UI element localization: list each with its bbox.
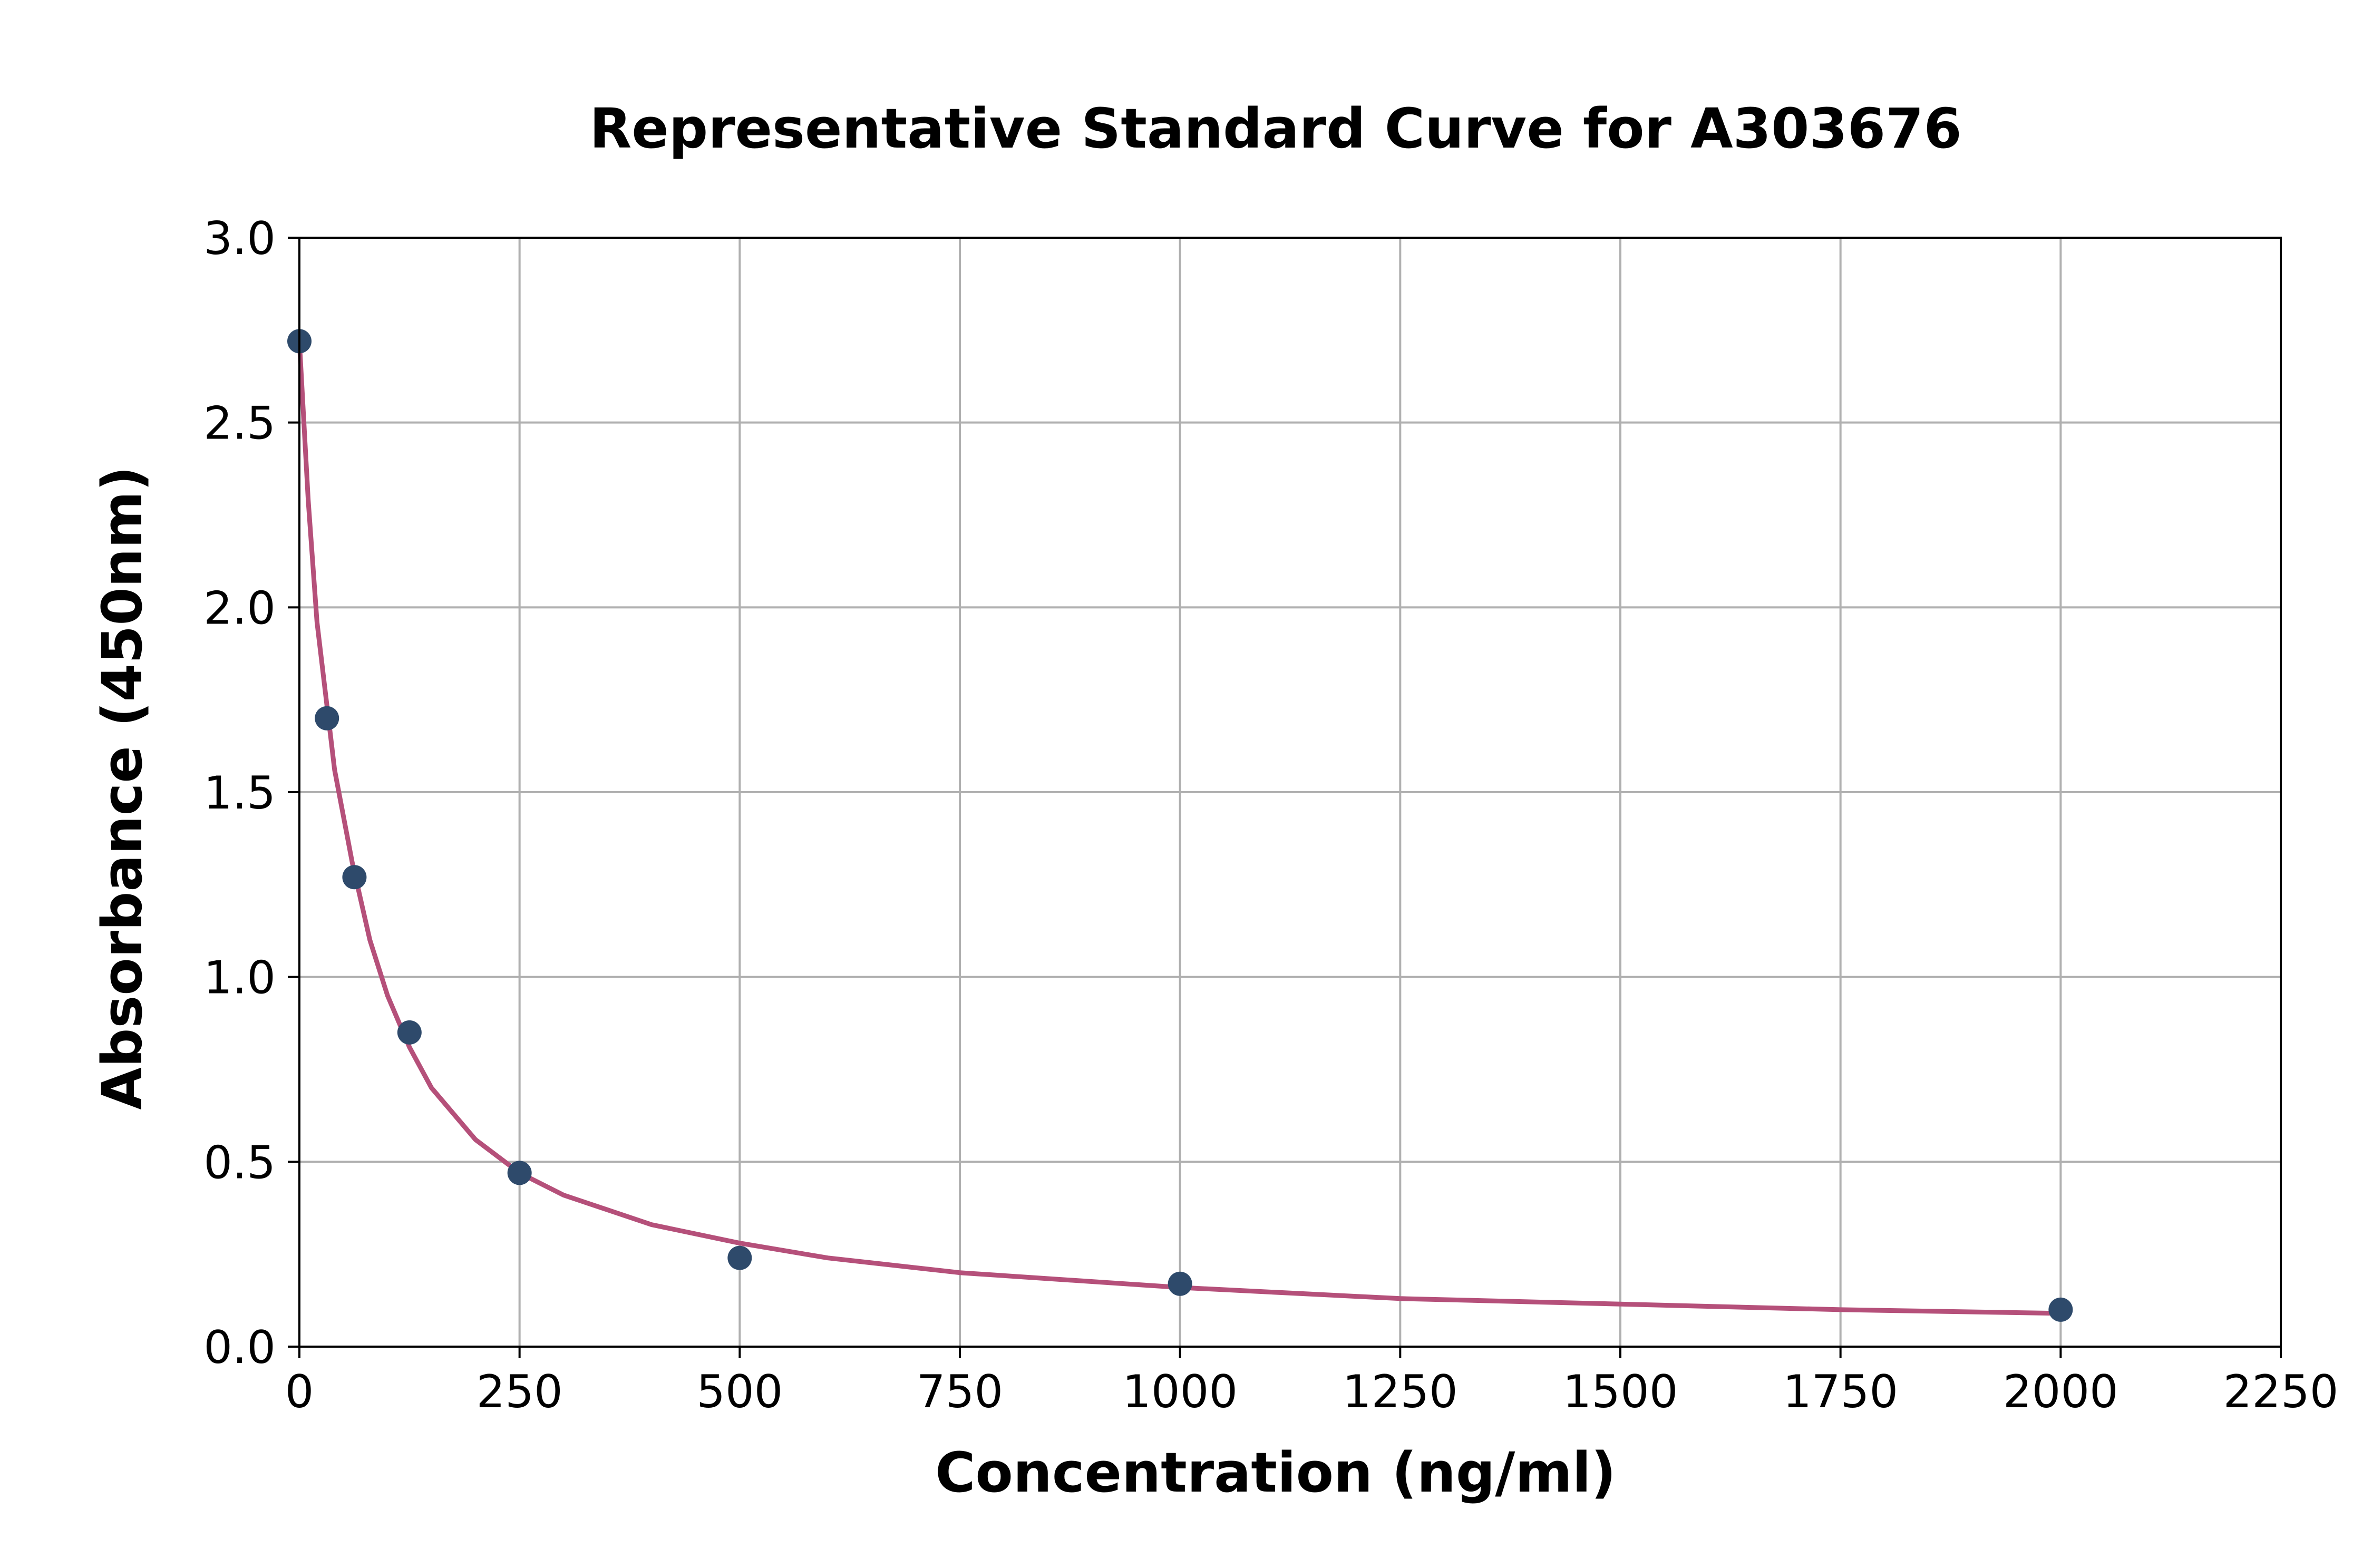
y-tick-label: 0.5 [203, 1136, 276, 1189]
x-tick-label: 1500 [1563, 1366, 1678, 1418]
y-tick-label: 1.0 [203, 952, 276, 1005]
x-tick-label: 250 [477, 1366, 563, 1418]
data-point [397, 1020, 422, 1045]
x-tick-label: 1000 [1122, 1366, 1238, 1418]
data-point [507, 1161, 532, 1185]
y-axis-label: Absorbance (450nm) [90, 466, 154, 1109]
x-tick-label: 1750 [1783, 1366, 1898, 1418]
axis-ticks: 0 250 500 750 1000 1250 1500 1750 2000 2250 0.0 0.5… [203, 212, 2338, 1418]
data-point [1168, 1271, 1192, 1296]
x-tick-label: 1250 [1343, 1366, 1458, 1418]
y-tick-label: 0.0 [203, 1321, 276, 1374]
x-tick-label: 500 [696, 1366, 783, 1418]
x-tick-label: 750 [917, 1366, 1003, 1418]
y-tick-label: 2.5 [203, 397, 276, 450]
data-point [727, 1245, 752, 1270]
x-tick-label: 2250 [2223, 1366, 2339, 1418]
data-point [315, 706, 339, 731]
data-point [342, 865, 367, 890]
chart-title: Representative Standard Curve for A30367… [589, 96, 1962, 161]
data-point [2048, 1297, 2073, 1322]
y-tick-label: 1.5 [203, 767, 276, 820]
y-tick-label: 2.0 [203, 582, 276, 635]
x-tick-label: 2000 [2003, 1366, 2118, 1418]
x-tick-label: 0 [285, 1366, 314, 1418]
x-axis-label: Concentration (ng/ml) [935, 1440, 1616, 1505]
y-tick-label: 3.0 [203, 212, 276, 265]
